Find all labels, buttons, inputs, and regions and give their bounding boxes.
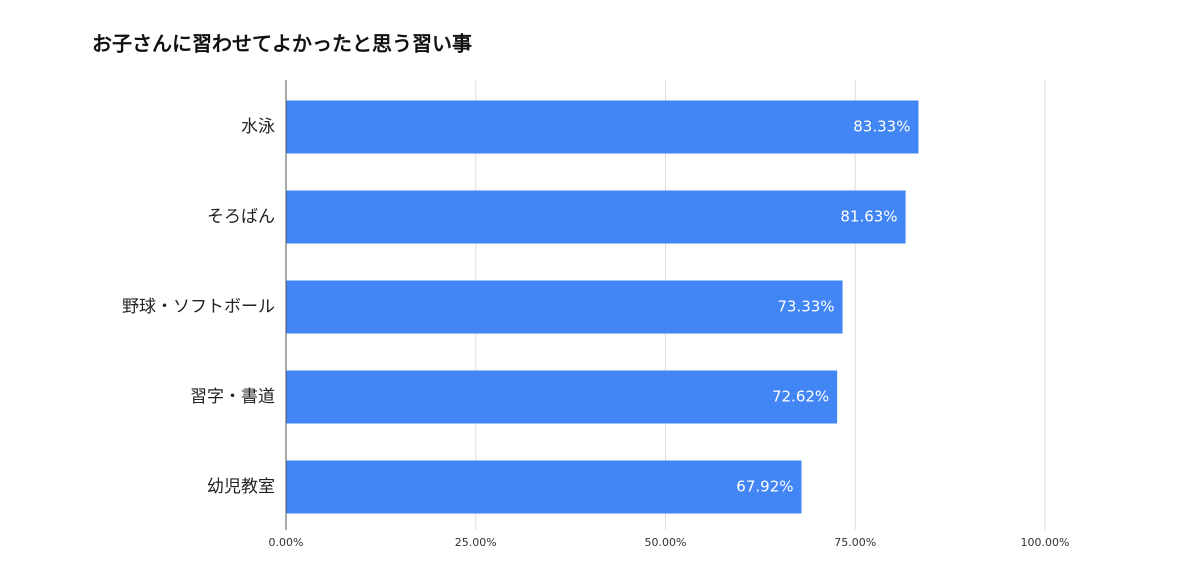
y-tick-label: 野球・ソフトボール [122,297,275,317]
value-label: 83.33% [853,118,910,136]
y-tick-label: 幼児教室 [207,477,275,497]
x-tick-label: 25.00% [455,536,497,549]
x-tick-label: 50.00% [645,536,687,549]
y-tick-label: 習字・書道 [190,387,275,407]
x-tick-label: 0.00% [269,536,304,549]
value-label: 73.33% [777,298,834,316]
value-label: 81.63% [840,208,897,226]
bar [286,370,838,424]
chart-title: お子さんに習わせてよかったと思う習い事 [92,32,472,56]
x-tick-label: 75.00% [834,536,876,549]
x-tick-label: 100.00% [1021,536,1070,549]
y-tick-label: そろばん [207,207,275,227]
bar [286,280,843,334]
bar [286,190,906,244]
y-tick-label: 水泳 [241,117,275,137]
value-label: 72.62% [772,388,829,406]
bar [286,460,802,514]
bar [286,100,919,154]
value-label: 67.92% [736,478,793,496]
